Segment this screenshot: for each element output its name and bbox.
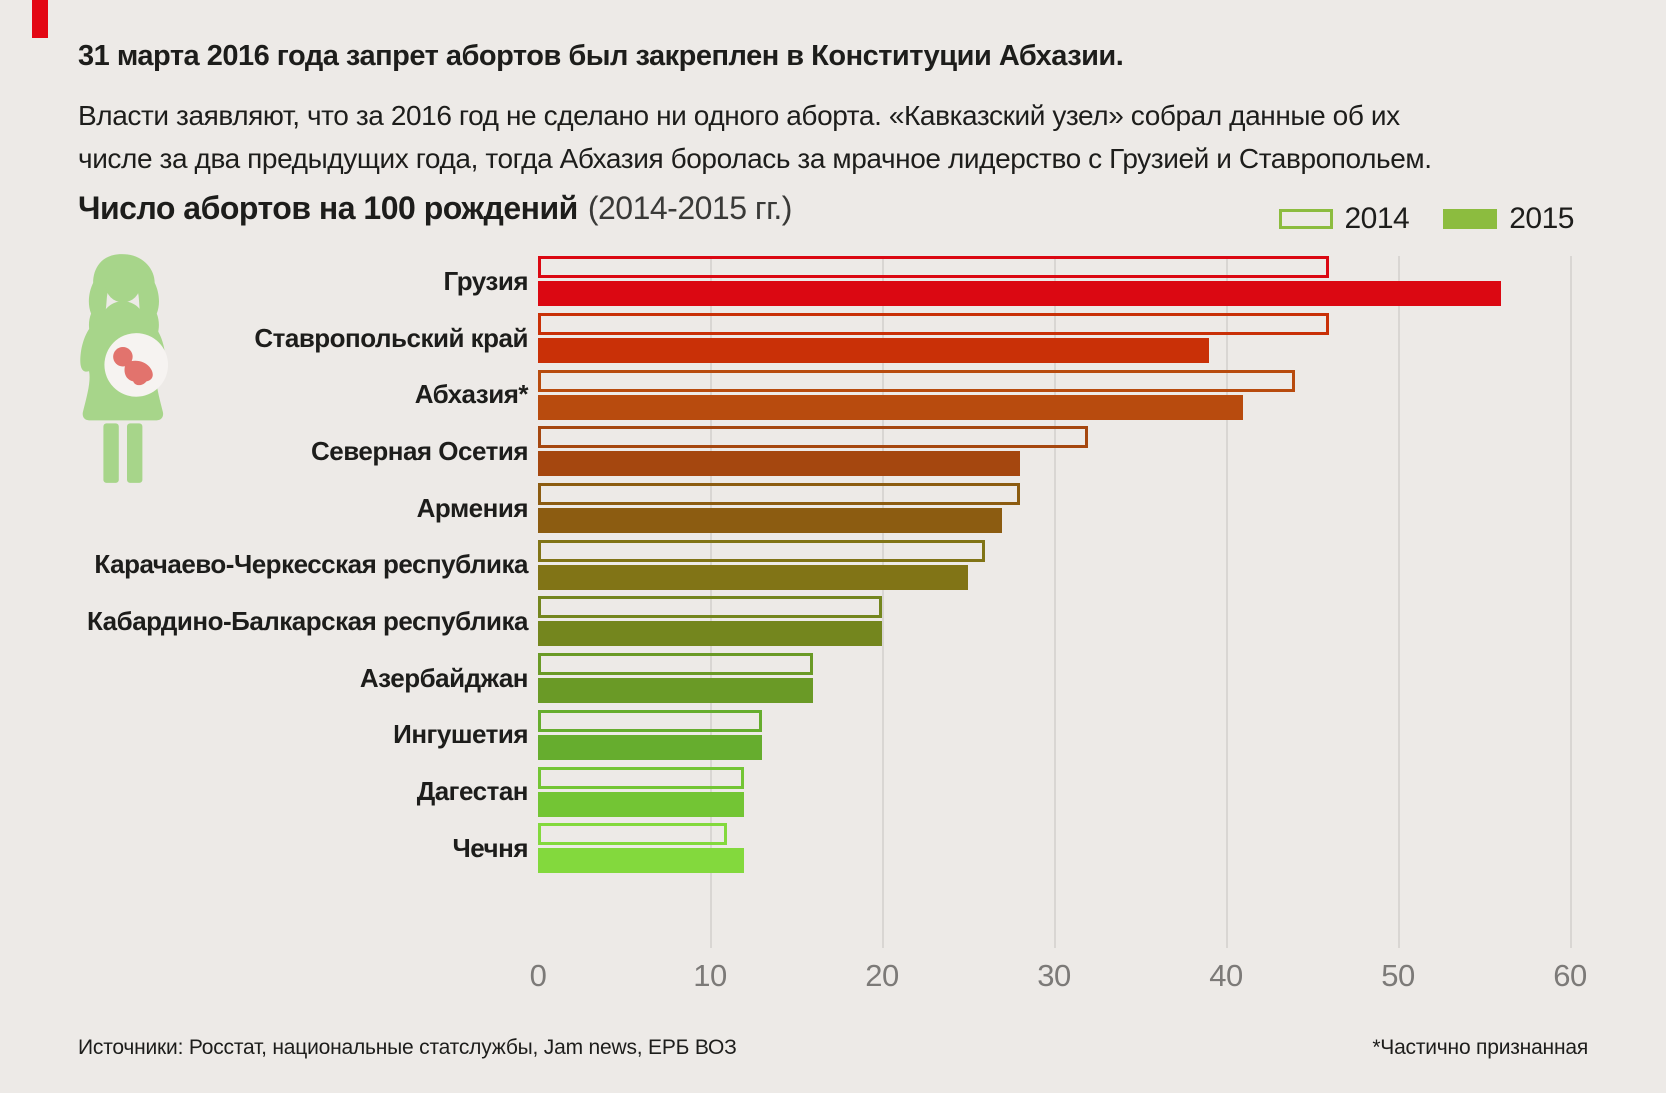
bar-row: Ставропольский край xyxy=(0,310,1666,367)
bar-2014 xyxy=(538,539,986,562)
subtitle-line-2: числе за два предыдущих года, тогда Абха… xyxy=(78,143,1432,174)
row-label: Ингушетия xyxy=(393,719,528,750)
bar-row: Грузия xyxy=(0,253,1666,310)
x-tick-label: 60 xyxy=(1553,958,1587,993)
grid-line xyxy=(882,256,884,948)
bar-pair xyxy=(538,823,1570,874)
bar-2015 xyxy=(538,564,968,590)
bar-2014 xyxy=(538,313,1330,336)
bar-pair xyxy=(538,369,1570,420)
bar-2014 xyxy=(538,369,1295,392)
bar-2015 xyxy=(538,848,745,874)
x-tick-label: 0 xyxy=(529,958,547,993)
bar-2015 xyxy=(538,281,1502,307)
grid-line xyxy=(1398,256,1400,948)
grid-line xyxy=(710,256,712,948)
bar-pair xyxy=(538,596,1570,647)
bar-2015 xyxy=(538,678,814,704)
bar-row: Азербайджан xyxy=(0,650,1666,707)
bar-pair xyxy=(538,483,1570,534)
chart-title: Число абортов на 100 рождений (2014-2015 … xyxy=(78,190,792,227)
chart-gridlines xyxy=(538,256,1572,948)
bar-2015 xyxy=(538,734,762,760)
row-label: Чечня xyxy=(452,832,528,863)
grid-line xyxy=(1570,256,1572,948)
row-label: Дагестан xyxy=(416,776,529,807)
bar-row: Чечня xyxy=(0,820,1666,877)
x-tick-label: 40 xyxy=(1209,958,1243,993)
x-tick-label: 30 xyxy=(1037,958,1071,993)
row-label: Ставропольский край xyxy=(254,322,528,353)
row-label: Кабардино-Балкарская республика xyxy=(87,605,529,636)
bar-2014 xyxy=(538,596,882,619)
bar-2015 xyxy=(538,508,1003,534)
bar-pair xyxy=(538,653,1570,704)
bar-row: Северная Осетия xyxy=(0,423,1666,480)
subtitle-line-1: Власти заявляют, что за 2016 год не сдел… xyxy=(78,100,1400,131)
bar-pair xyxy=(538,766,1570,817)
legend-item-2015: 2015 xyxy=(1443,202,1574,236)
legend-item-2014: 2014 xyxy=(1278,202,1410,236)
accent-mark xyxy=(32,0,48,38)
x-axis: 0 10 20 30 40 50 60 xyxy=(530,958,1588,994)
bar-2014 xyxy=(538,483,1020,506)
x-tick-label: 10 xyxy=(693,958,727,993)
row-label: Карачаево-Черкесская республика xyxy=(94,549,528,580)
page-subtitle: Власти заявляют, что за 2016 год не сдел… xyxy=(78,94,1432,180)
bar-2014 xyxy=(538,766,745,789)
legend-label-2015: 2015 xyxy=(1509,202,1574,235)
chart-title-period: (2014-2015 гг.) xyxy=(587,190,793,226)
footnote-text: *Частично признанная xyxy=(1372,1036,1588,1059)
bar-2014 xyxy=(538,823,728,846)
bar-2015 xyxy=(538,791,745,817)
pregnant-woman-icon xyxy=(80,254,169,483)
bar-row: Ингушетия xyxy=(0,707,1666,764)
bar-row: Дагестан xyxy=(0,763,1666,820)
grid-line xyxy=(1054,256,1056,948)
legend-swatch-2015 xyxy=(1443,209,1498,229)
bar-2015 xyxy=(538,338,1209,364)
x-tick-label: 20 xyxy=(865,958,899,993)
chart-legend: 2014 2015 xyxy=(1278,202,1574,236)
grid-line xyxy=(1226,256,1228,948)
bar-2015 xyxy=(538,621,882,647)
row-label: Армения xyxy=(416,492,529,523)
bar-2014 xyxy=(538,426,1089,449)
row-label: Абхазия* xyxy=(414,379,529,410)
legend-swatch-2014 xyxy=(1278,209,1333,229)
bar-pair xyxy=(538,539,1570,590)
chart-title-main: Число абортов на 100 рождений xyxy=(78,190,578,226)
bar-pair xyxy=(538,426,1570,477)
bar-2014 xyxy=(538,653,814,676)
bar-2015 xyxy=(538,394,1244,420)
row-label: Грузия xyxy=(443,265,529,296)
x-tick-label: 50 xyxy=(1381,958,1415,993)
legend-label-2014: 2014 xyxy=(1344,202,1410,235)
bar-pair xyxy=(538,256,1570,307)
bar-pair xyxy=(538,313,1570,364)
bar-pair xyxy=(538,709,1570,760)
bar-row: Армения xyxy=(0,480,1666,537)
bar-row: Карачаево-Черкесская республика xyxy=(0,536,1666,593)
row-label: Северная Осетия xyxy=(311,435,528,466)
bar-2014 xyxy=(538,256,1330,279)
bar-row: Абхазия* xyxy=(0,366,1666,423)
sources-text: Источники: Росстат, национальные статслу… xyxy=(78,1036,737,1059)
bar-2014 xyxy=(538,709,762,732)
bar-2015 xyxy=(538,451,1020,477)
row-label: Азербайджан xyxy=(359,662,529,693)
page-title: 31 марта 2016 года запрет абортов был за… xyxy=(78,40,1124,72)
bar-row: Кабардино-Балкарская республика xyxy=(0,593,1666,650)
bar-rows: Грузия Ставропольский край Абхазия* Северна… xyxy=(0,253,1666,877)
